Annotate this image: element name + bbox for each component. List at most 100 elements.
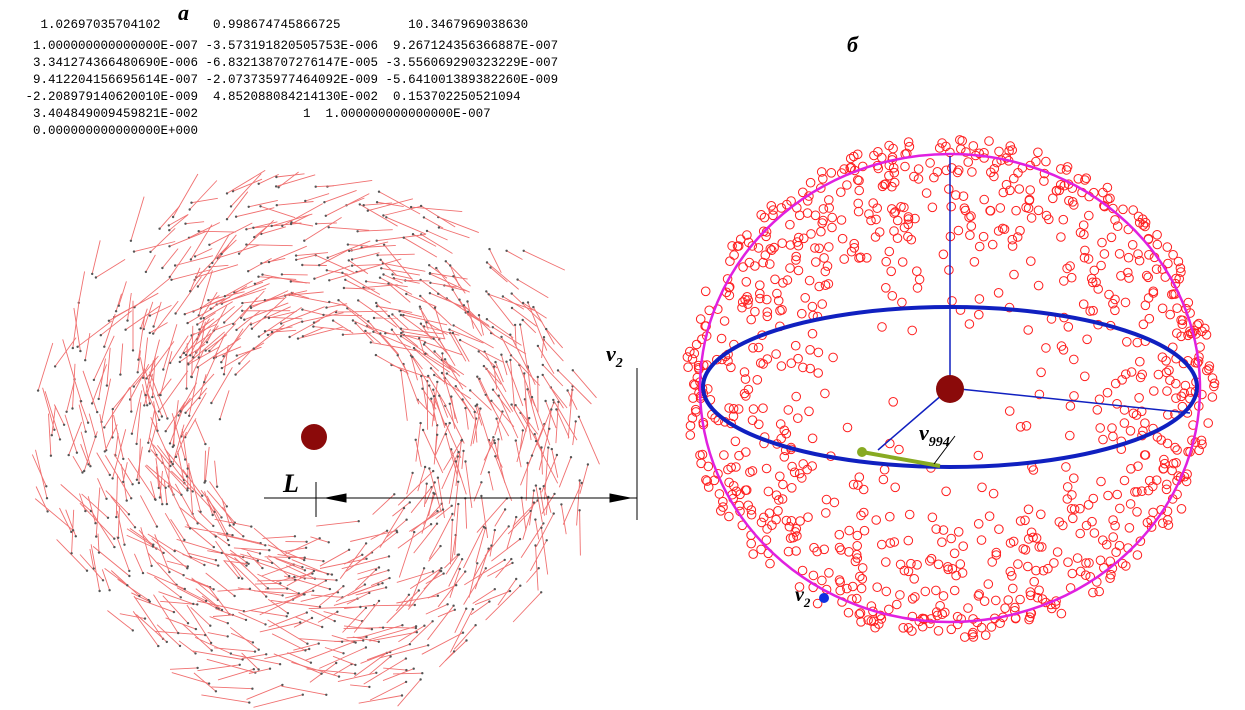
vector-stroke [465, 312, 491, 328]
vector-stroke [453, 325, 494, 349]
particle-point [889, 167, 900, 178]
vector-stroke [90, 544, 101, 592]
vector-origin-dot [143, 617, 147, 620]
vector-origin-dot [500, 353, 503, 356]
vector-stroke [551, 449, 559, 478]
vector-origin-dot [165, 640, 168, 644]
vector-stroke [511, 307, 537, 327]
vector-stroke [305, 641, 355, 661]
particle-point [910, 213, 920, 224]
vector-stroke [506, 516, 517, 550]
vector-origin-dot [364, 606, 368, 610]
vector-stroke [223, 534, 261, 544]
particle-point [805, 177, 816, 188]
vector-origin-dot [534, 544, 537, 547]
vector-stroke [209, 264, 229, 268]
vector-origin-dot [369, 341, 372, 344]
vector-stroke [97, 533, 100, 553]
vector-stroke [203, 301, 233, 319]
particle-point [1110, 215, 1120, 225]
vector-origin-dot [431, 620, 434, 623]
particle-point [787, 483, 797, 493]
vector-stroke [567, 390, 578, 410]
particle-point [789, 467, 800, 478]
particle-point [797, 473, 807, 483]
vector-origin-dot [199, 510, 202, 513]
particle-point [821, 508, 831, 518]
particle-point [702, 476, 713, 486]
particle-point [695, 314, 706, 324]
particle-point [813, 368, 824, 378]
particle-point [959, 203, 970, 213]
vector-stroke [213, 333, 226, 359]
vector-stroke [393, 277, 420, 284]
vector-origin-dot [122, 457, 125, 461]
vector-stroke [427, 584, 457, 599]
vector-origin-dot [187, 363, 190, 366]
particle-point [994, 146, 1004, 157]
vector-stroke [163, 480, 168, 505]
vector-origin-dot [368, 685, 371, 689]
vector-origin-dot [71, 529, 75, 532]
vector-stroke [235, 360, 251, 375]
vector-origin-dot [476, 562, 479, 565]
vector-stroke [350, 684, 370, 688]
vector-origin-dot [358, 203, 361, 206]
vector-stroke [379, 644, 429, 659]
particle-point [1110, 294, 1120, 305]
particle-point [782, 199, 792, 210]
particle-point [1036, 509, 1046, 520]
vector-stroke [329, 301, 348, 307]
vector-stroke [169, 246, 192, 278]
particle-point [1015, 422, 1026, 432]
particle-point [1180, 380, 1191, 391]
vector-origin-dot [186, 565, 189, 568]
vector-stroke [572, 421, 577, 446]
vector-stroke [223, 345, 229, 375]
vector-origin-dot [70, 552, 73, 555]
v994-label: v994 [919, 420, 950, 450]
vector-origin-dot [131, 629, 134, 632]
vector-origin-dot [243, 318, 246, 321]
vector-origin-dot [65, 410, 68, 413]
vector-stroke [256, 561, 305, 579]
vector-origin-dot [321, 625, 324, 629]
particle-point [1159, 454, 1169, 465]
particle-point [877, 539, 887, 550]
particle-point [775, 419, 786, 429]
vector-origin-dot [542, 336, 546, 339]
vector-origin-dot [375, 239, 378, 242]
particle-point [849, 238, 860, 249]
vector-stroke [486, 262, 519, 290]
vector-origin-dot [162, 551, 165, 555]
vector-stroke [400, 328, 444, 335]
particle-point [913, 164, 924, 174]
particle-point [1162, 242, 1173, 252]
vector-origin-dot [190, 375, 193, 379]
particle-point [777, 238, 788, 248]
vector-stroke [356, 258, 402, 273]
vector-origin-dot [418, 337, 421, 340]
vector-origin-dot [515, 515, 518, 519]
vector-stroke [412, 233, 437, 247]
vector-origin-dot [158, 418, 161, 422]
particle-point [1152, 230, 1162, 240]
particle-point [821, 494, 832, 505]
particle-point [973, 450, 984, 461]
vector-origin-dot [257, 335, 261, 338]
v994-leader-line [933, 435, 956, 465]
vector-origin-dot [212, 588, 215, 591]
vector-stroke [472, 408, 481, 444]
vector-origin-dot [139, 327, 142, 330]
vector-origin-dot [363, 583, 367, 586]
vector-origin-dot [87, 463, 90, 466]
vector-stroke [544, 447, 549, 500]
vector-stroke [486, 318, 514, 339]
vector-stroke [253, 527, 290, 559]
vector-stroke [535, 485, 543, 523]
vector-stroke [197, 337, 241, 368]
vector-stroke [291, 221, 314, 227]
particle-point [968, 627, 978, 638]
particle-point [889, 537, 900, 547]
vector-stroke [100, 310, 133, 336]
